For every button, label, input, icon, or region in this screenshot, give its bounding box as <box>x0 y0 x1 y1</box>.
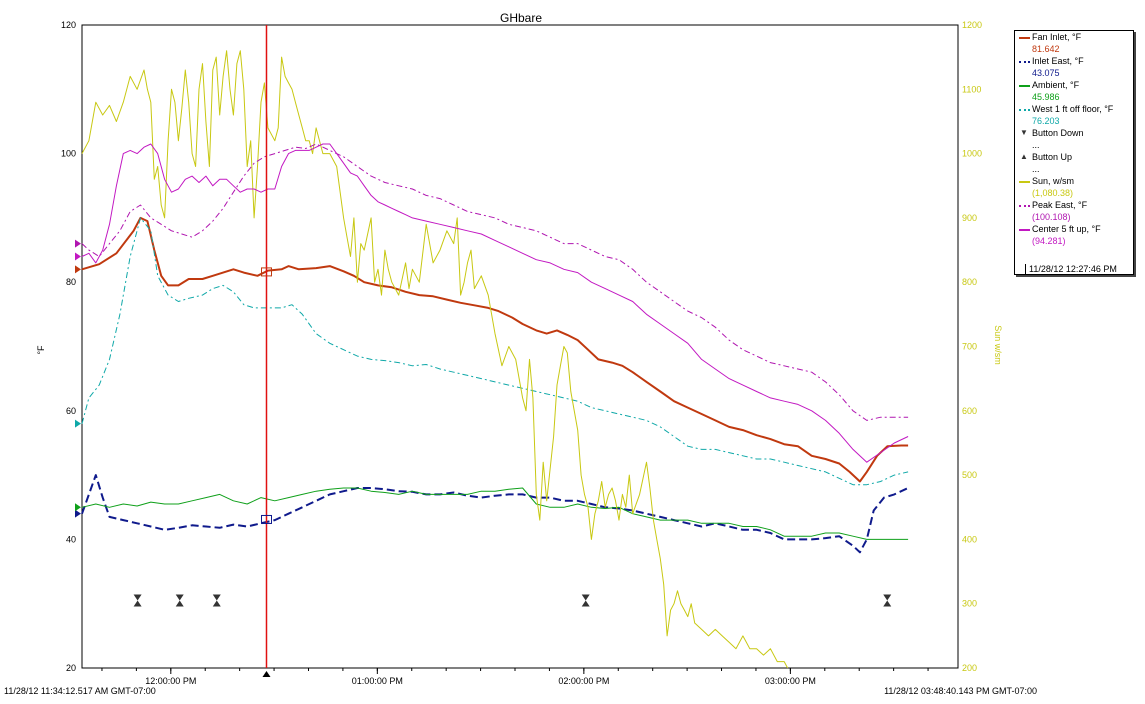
x-tick-label: 03:00:00 PM <box>765 676 816 686</box>
legend-value: 81.642 <box>1032 44 1060 54</box>
x-start-label: 11/28/12 11:34:12.517 AM GMT-07:00 <box>4 686 156 696</box>
legend-item[interactable]: Center 5 ft up, °F (94.281) <box>1015 223 1133 247</box>
legend-label: Button Down <box>1032 128 1084 138</box>
legend-swatch <box>1019 61 1030 63</box>
button-event-marker <box>175 594 184 607</box>
button-event-marker <box>883 594 892 607</box>
legend-value: 76.203 <box>1032 116 1060 126</box>
legend-label: Peak East, °F <box>1032 200 1088 210</box>
series-start-marker <box>75 509 81 518</box>
cursor-point-box <box>260 514 272 524</box>
legend-item[interactable]: West 1 ft off floor, °F 76.203 <box>1015 103 1133 127</box>
y-tick-label-right: 600 <box>962 406 977 416</box>
x-tick-label: 12:00:00 PM <box>145 676 196 686</box>
legend-label: Fan Inlet, °F <box>1032 32 1082 42</box>
legend-value: (1,080.38) <box>1032 188 1074 198</box>
x-end-label: 11/28/12 03:48:40.143 PM GMT-07:00 <box>884 686 1037 696</box>
series-line-4 <box>81 50 789 669</box>
legend-swatch <box>1019 229 1030 231</box>
legend-item[interactable]: Inlet East, °F 43.075 <box>1015 55 1133 79</box>
y-tick-label-left: 100 <box>61 149 76 159</box>
series-line-5 <box>81 143 909 421</box>
y-tick-label-left: 80 <box>66 277 76 287</box>
chart-title: GHbare <box>500 11 542 25</box>
y-tick-label-left: 40 <box>66 534 76 544</box>
legend-item[interactable]: Ambient, °F 45.986 <box>1015 79 1133 103</box>
y-tick-label-right: 1000 <box>962 149 982 159</box>
series-start-marker <box>75 252 81 261</box>
series-layer <box>81 50 909 669</box>
cursor-layer[interactable] <box>260 25 272 677</box>
y-tick-label-right: 1100 <box>962 84 981 94</box>
legend-value: (94.281) <box>1032 236 1066 246</box>
y-tick-label-right: 900 <box>962 213 977 223</box>
y-tick-label-left: 120 <box>61 20 76 30</box>
legend-cursor-tick <box>1025 264 1026 274</box>
triangle-down-icon: ▼ <box>1020 128 1028 137</box>
y-tick-label-right: 1200 <box>962 20 982 30</box>
x-tick-label: 01:00:00 PM <box>352 676 403 686</box>
series-line-6 <box>81 143 909 463</box>
cursor-point-box <box>260 267 272 277</box>
legend-item[interactable]: Fan Inlet, °F 81.642 <box>1015 31 1133 55</box>
y-tick-label-right: 200 <box>962 663 977 673</box>
legend-swatch <box>1019 205 1030 207</box>
y-tick-label-right: 300 <box>962 599 977 609</box>
y-tick-label-left: 60 <box>66 406 76 416</box>
legend-label: Center 5 ft up, °F <box>1032 224 1101 234</box>
series-line-1 <box>81 474 909 554</box>
legend-label: Sun, w/sm <box>1032 176 1075 186</box>
legend-swatch <box>1019 181 1030 183</box>
axes: 20 40 60 80 100 120 200 300 400 500 600 700 800 900 10… <box>61 20 982 686</box>
legend-item[interactable]: Sun, w/sm (1,080.38) <box>1015 175 1133 199</box>
time-cursor-handle[interactable] <box>262 671 271 677</box>
y-tick-label-right: 400 <box>962 534 977 544</box>
legend-swatch <box>1019 109 1030 111</box>
legend-value: (100.108) <box>1032 212 1071 222</box>
y-tick-label-right: 800 <box>962 277 977 287</box>
series-start-marker <box>75 503 81 512</box>
series-line-3 <box>81 217 909 486</box>
series-start-marker <box>75 419 81 428</box>
legend: Fan Inlet, °F 81.642 Inlet East, °F 43.075 A… <box>1014 30 1134 275</box>
series-start-marker <box>75 239 81 248</box>
legend-label: West 1 ft off floor, °F <box>1032 104 1114 114</box>
legend-label: Inlet East, °F <box>1032 56 1084 66</box>
legend-item[interactable]: Peak East, °F (100.108) <box>1015 199 1133 223</box>
series-line-2 <box>81 487 909 540</box>
legend-value: 45.986 <box>1032 92 1060 102</box>
y-axis-right-label: Sun w/sm <box>993 325 1003 365</box>
y-tick-label-left: 20 <box>66 663 76 673</box>
y-tick-label-right: 500 <box>962 470 977 480</box>
markers-layer <box>75 239 892 607</box>
legend-value: 43.075 <box>1032 68 1060 78</box>
button-event-marker <box>133 594 142 607</box>
button-event-marker <box>212 594 221 607</box>
y-axis-left-label: °F <box>36 345 46 355</box>
series-start-marker <box>75 265 81 274</box>
plot-frame <box>81 24 959 669</box>
legend-item[interactable]: ▼ Button Down... <box>1015 127 1133 151</box>
legend-item[interactable]: ▲ Button Up... <box>1015 151 1133 175</box>
legend-value: ... <box>1032 140 1040 150</box>
legend-cursor-time: 11/28/12 12:27:46 PM <box>1029 264 1117 274</box>
series-line-0 <box>81 216 909 483</box>
triangle-up-icon: ▲ <box>1020 152 1028 161</box>
legend-swatch <box>1019 37 1030 39</box>
button-event-marker <box>581 594 590 607</box>
legend-label: Button Up <box>1032 152 1073 162</box>
legend-swatch <box>1019 85 1030 87</box>
x-tick-label: 02:00:00 PM <box>558 676 609 686</box>
y-tick-label-right: 700 <box>962 342 977 352</box>
legend-value: ... <box>1032 164 1040 174</box>
legend-label: Ambient, °F <box>1032 80 1080 90</box>
